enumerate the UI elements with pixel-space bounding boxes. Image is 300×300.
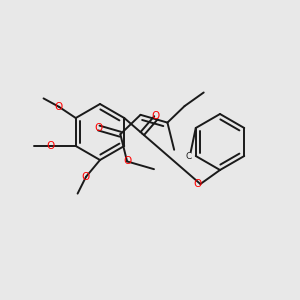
Text: O: O: [82, 172, 90, 182]
Text: O: O: [55, 102, 63, 112]
Text: C: C: [186, 152, 192, 161]
Text: O: O: [95, 123, 103, 133]
Text: O: O: [193, 179, 202, 189]
Text: O: O: [46, 141, 55, 151]
Text: O: O: [152, 111, 160, 121]
Text: O: O: [123, 156, 131, 167]
